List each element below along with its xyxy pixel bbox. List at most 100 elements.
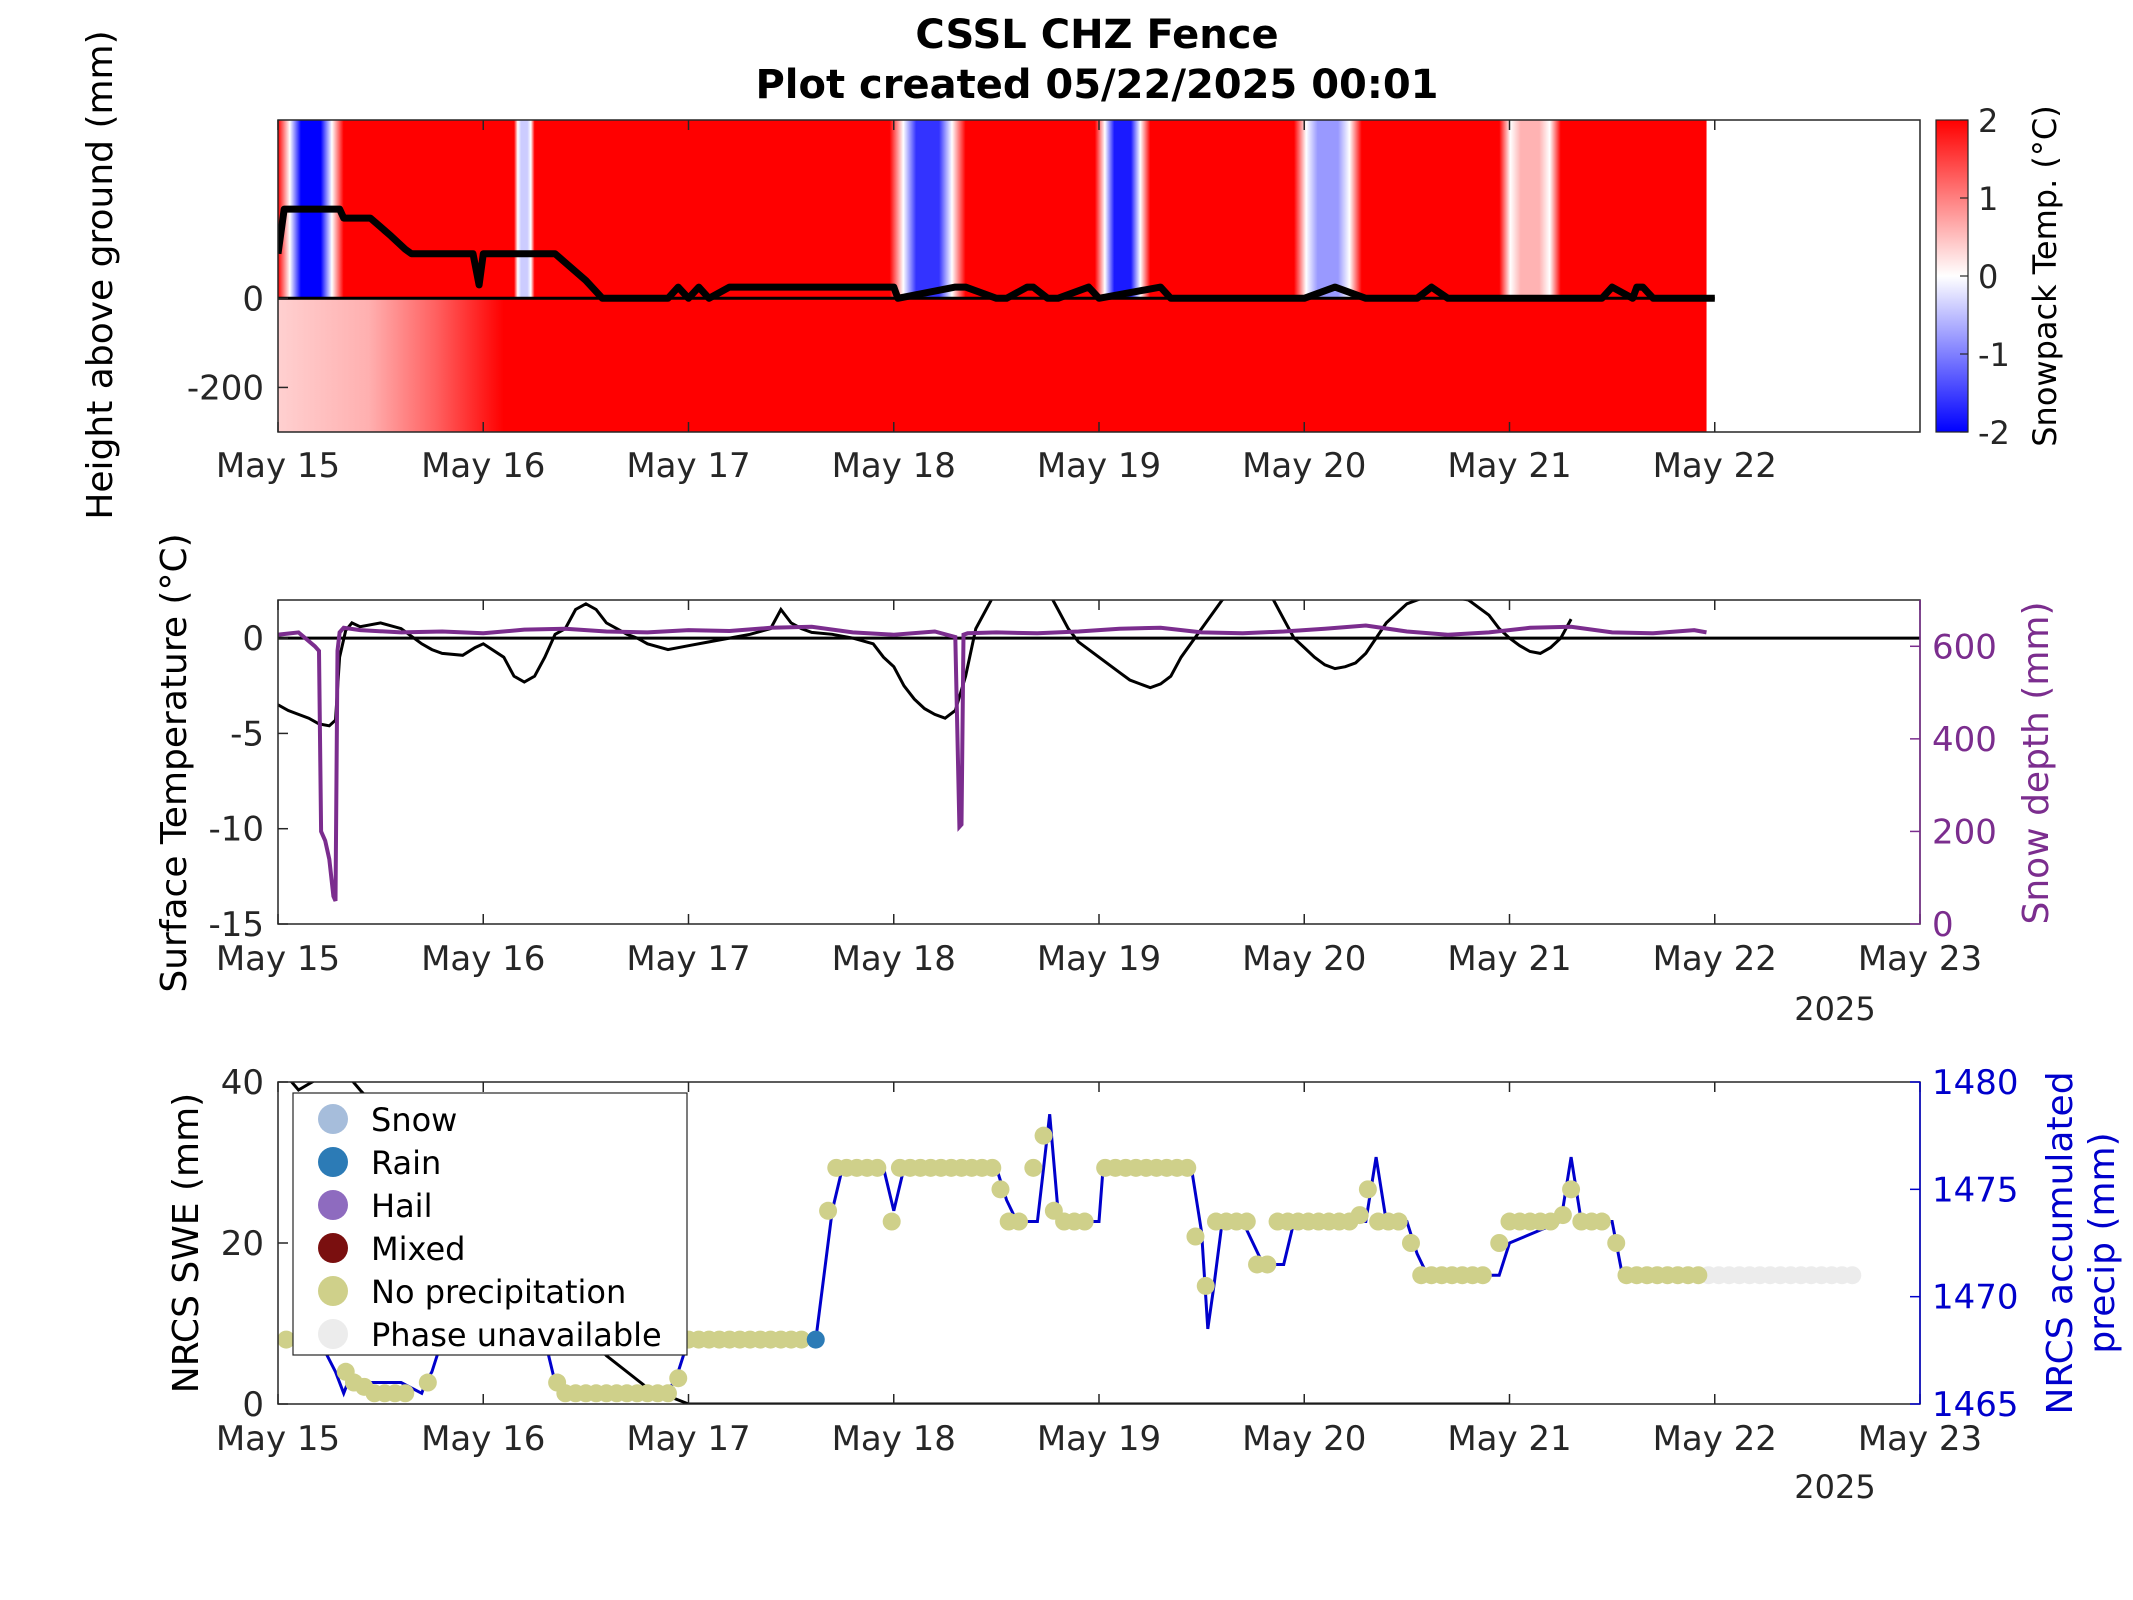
x-tick-label: May 20 <box>1242 939 1366 979</box>
y-tick-label-right: 400 <box>1932 720 1997 760</box>
point-no-precipitation <box>1358 1180 1377 1199</box>
y-tick-label-right: 1480 <box>1932 1063 2019 1103</box>
cold-period-band <box>1293 120 1362 299</box>
legend-marker-phase-unavailable <box>318 1319 348 1349</box>
x-tick-label: May 21 <box>1447 1419 1571 1459</box>
y-tick-label-right: 200 <box>1932 812 1997 852</box>
legend-item-mixed: Mixed <box>318 1230 465 1268</box>
panel-surface-and-depth: May 15 May 16 May 17 May 18 May 19 May 20 May … <box>154 533 2057 1028</box>
y-tick-label: -10 <box>208 810 264 850</box>
point-no-precipitation <box>669 1369 688 1388</box>
panel-3-year-label: 2025 <box>1794 1468 1875 1506</box>
x-tick-label: May 17 <box>626 1419 750 1459</box>
legend-marker-snow <box>318 1104 348 1134</box>
x-tick-label: May 18 <box>832 1419 956 1459</box>
x-tick-label: May 23 <box>1858 939 1982 979</box>
y-tick-label: -15 <box>208 905 264 945</box>
y-tick-label-right: 0 <box>1932 905 1954 945</box>
y-tick-label: 0 <box>242 279 264 319</box>
x-tick-label: May 20 <box>1242 446 1366 486</box>
point-rain <box>806 1330 825 1349</box>
point-no-precipitation <box>882 1212 901 1231</box>
legend-label-hail: Hail <box>371 1187 432 1225</box>
legend-item-hail: Hail <box>318 1187 432 1225</box>
y-tick-label: -5 <box>230 714 264 754</box>
panel-2-year-label: 2025 <box>1794 990 1875 1028</box>
x-tick-label: May 20 <box>1242 1419 1366 1459</box>
x-tick-label: May 19 <box>1037 1419 1161 1459</box>
legend-marker-hail <box>318 1190 348 1220</box>
point-no-precipitation <box>868 1158 887 1177</box>
x-tick-label: May 15 <box>216 939 340 979</box>
x-tick-label: May 22 <box>1653 939 1777 979</box>
y-tick-label: 0 <box>242 619 264 659</box>
x-tick-label: May 19 <box>1037 939 1161 979</box>
point-no-precipitation <box>1258 1255 1277 1274</box>
snow-height-line <box>278 205 1715 302</box>
point-no-precipitation <box>1490 1234 1509 1252</box>
legend-item-rain: Rain <box>318 1144 441 1182</box>
point-no-precipitation <box>1553 1206 1572 1225</box>
cold-period-band <box>889 120 966 299</box>
point-no-precipitation <box>792 1330 811 1349</box>
point-no-precipitation <box>278 1330 296 1349</box>
point-no-precipitation <box>1075 1212 1094 1231</box>
cold-period-band <box>1499 120 1561 299</box>
cold-period-band <box>1094 120 1151 299</box>
panel-2-frame <box>277 599 1921 925</box>
x-tick-label: May 19 <box>1037 446 1161 486</box>
point-no-precipitation <box>1237 1212 1256 1231</box>
x-tick-label: May 21 <box>1447 446 1571 486</box>
point-no-precipitation <box>396 1384 415 1403</box>
panel-swe-precip: May 15 May 16 May 17 May 18 May 19 May 20 May … <box>166 1063 2123 1506</box>
legend-marker-no-precipitation <box>318 1276 348 1306</box>
point-phase-unavailable <box>1843 1266 1862 1285</box>
snow-depth-line <box>278 623 1707 902</box>
x-tick-label: May 22 <box>1653 446 1777 486</box>
point-no-precipitation <box>1196 1276 1215 1295</box>
point-no-precipitation <box>1009 1212 1028 1231</box>
point-no-precipitation <box>1186 1227 1205 1246</box>
legend-label-no-precipitation: No precipitation <box>371 1273 626 1311</box>
point-no-precipitation <box>658 1384 677 1403</box>
y-tick-label-right: 1470 <box>1932 1278 2019 1318</box>
y-tick-label-right: 1465 <box>1932 1385 2019 1425</box>
panel-2-ylabel-right: Snow depth (mm) <box>2016 601 2057 924</box>
point-no-precipitation <box>1473 1266 1492 1285</box>
legend-label-rain: Rain <box>371 1144 441 1182</box>
point-no-precipitation <box>1592 1212 1611 1231</box>
point-no-precipitation <box>1178 1158 1197 1177</box>
x-tick-label: May 15 <box>216 446 340 486</box>
y-tick-label-right: 1475 <box>1932 1170 2019 1210</box>
legend-marker-mixed <box>318 1233 348 1263</box>
panel-3-ylabel-right-1: NRCS accumulated <box>2040 1071 2081 1414</box>
y-tick-label: 0 <box>242 1385 264 1425</box>
panel-snowpack-profile: May 15 May 16 May 17 May 18 May 19 May 20 May … <box>80 30 2064 519</box>
panel-3-ylabel: NRCS SWE (mm) <box>166 1093 207 1393</box>
point-no-precipitation <box>1350 1206 1369 1225</box>
y-tick-label: -200 <box>187 368 264 408</box>
legend-label-mixed: Mixed <box>371 1230 465 1268</box>
ground-warm-band <box>278 298 504 432</box>
x-tick-label: May 18 <box>832 939 956 979</box>
point-no-precipitation <box>1401 1234 1420 1252</box>
y-tick-label: 40 <box>221 1063 264 1103</box>
legend: Snow Rain Hail Mixed No precipitation Ph… <box>292 1092 688 1356</box>
point-no-precipitation <box>418 1373 437 1392</box>
point-no-precipitation <box>1034 1126 1053 1145</box>
colorbar-tick-label: 0 <box>1978 258 1998 296</box>
x-tick-label: May 16 <box>421 939 545 979</box>
y-tick-label: 20 <box>221 1224 264 1264</box>
legend-label-snow: Snow <box>371 1101 457 1139</box>
x-tick-label: May 22 <box>1653 1419 1777 1459</box>
x-tick-label: May 16 <box>421 446 545 486</box>
legend-label-phase-unavailable: Phase unavailable <box>371 1316 662 1354</box>
point-no-precipitation <box>1389 1212 1408 1231</box>
point-no-precipitation <box>819 1201 838 1220</box>
colorbar-tick-label: -1 <box>1978 336 2010 374</box>
legend-box <box>292 1092 688 1356</box>
panel-3-ylabel-right-2: precip (mm) <box>2082 1132 2123 1353</box>
colorbar-tick-label: 1 <box>1978 180 1998 218</box>
point-no-precipitation <box>1024 1158 1043 1177</box>
